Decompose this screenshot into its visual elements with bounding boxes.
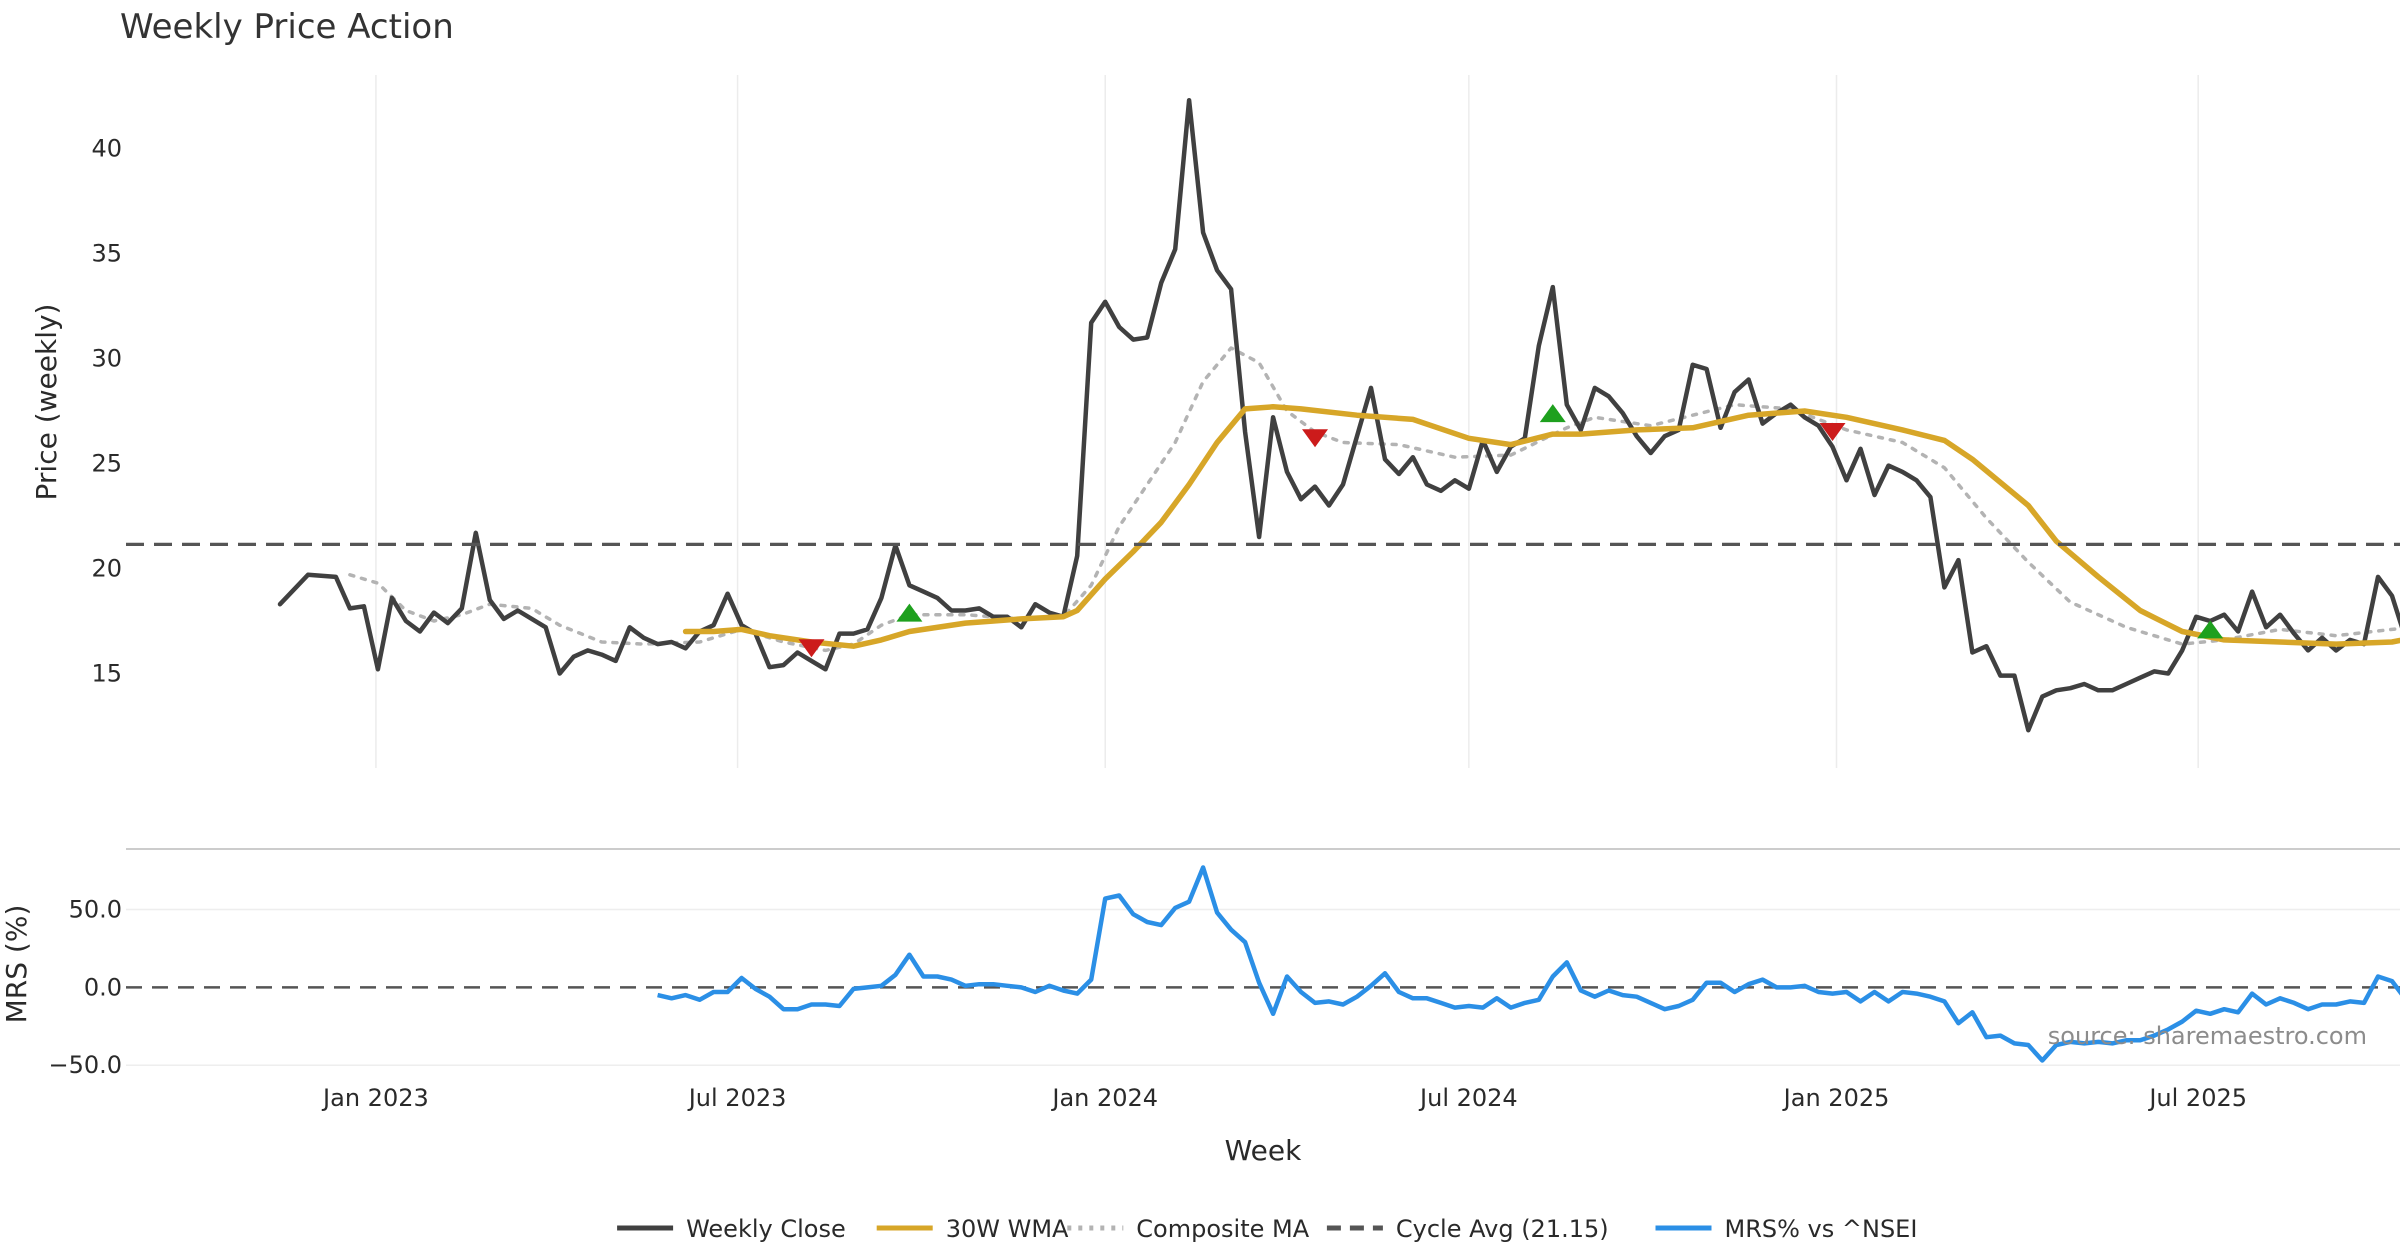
mrs-y-ticks: −50.0 0.0 50.0 (48, 896, 122, 1080)
weekly-close-line (277, 97, 2400, 733)
legend-item: MRS% vs ^NSEI (1655, 1215, 1918, 1243)
legend-label: Cycle Avg (21.15) (1396, 1215, 1609, 1243)
source-note: source: sharemaestro.com (2048, 1022, 2367, 1050)
buy-signal-marker (2197, 620, 2224, 639)
price-y-tick-label: 35 (91, 240, 122, 268)
x-tick-label: Jan 2025 (1782, 1084, 1890, 1112)
x-tick-label: Jul 2024 (1418, 1084, 1518, 1112)
price-grid (375, 75, 2199, 768)
composite-ma-line (348, 346, 2400, 653)
x-tick-label: Jan 2024 (1050, 1084, 1158, 1112)
mrs-series (657, 865, 2400, 1063)
legend-item: 30W WMA (876, 1215, 1069, 1243)
x-tick-label: Jul 2023 (687, 1084, 787, 1112)
mrs-y-axis-label: MRS (%) (0, 905, 33, 1024)
mrs-y-tick-label: 50.0 (69, 896, 122, 924)
x-tick-label: Jul 2025 (2147, 1084, 2247, 1112)
legend-item: Composite MA (1067, 1215, 1310, 1243)
price-y-tick-label: 25 (91, 450, 122, 478)
legend-item: Cycle Avg (21.15) (1326, 1215, 1609, 1243)
sell-signal-marker (1302, 429, 1329, 448)
price-y-tick-label: 30 (91, 345, 122, 373)
price-y-tick-label: 20 (91, 555, 122, 583)
legend-item: Weekly Close (617, 1215, 846, 1243)
price-y-ticks: 15 20 25 30 35 40 (91, 135, 122, 688)
signal-markers (798, 404, 2224, 658)
price-y-tick-label: 40 (91, 135, 122, 163)
buy-signal-marker (896, 603, 923, 622)
sell-signal-marker (1819, 423, 1846, 441)
legend-label: 30W WMA (946, 1215, 1069, 1243)
legend-label: Composite MA (1136, 1215, 1309, 1243)
chart-title: Weekly Price Action (120, 7, 454, 47)
x-axis-ticks: Jan 2023 Jul 2023 Jan 2024 Jul 2024 Jan 2025… (321, 1084, 2247, 1112)
price-y-tick-label: 15 (91, 660, 122, 688)
sell-signal-marker (798, 639, 825, 658)
buy-signal-marker (1539, 404, 1566, 423)
30w-wma-line (682, 404, 2400, 649)
price-y-axis-label: Price (weekly) (30, 304, 63, 501)
x-tick-label: Jan 2023 (321, 1084, 429, 1112)
mrs-y-tick-label: 0.0 (84, 973, 122, 1001)
mrs-panel: −50.0 0.0 50.0 (48, 865, 2400, 1080)
mrs-grid (126, 908, 2400, 1066)
price-series (126, 97, 2400, 733)
legend-label: Weekly Close (686, 1215, 846, 1243)
chart-legend: Weekly Close 30W WMA Composite MA Cycle Avg… (617, 1215, 1917, 1243)
price-panel: 15 20 25 30 35 40 (91, 75, 2400, 768)
mrs-y-tick-label: −50.0 (48, 1051, 122, 1079)
mrs-vs-nsei-line (657, 865, 2400, 1063)
legend-label: MRS% vs ^NSEI (1725, 1215, 1918, 1243)
x-axis-label: Week (1225, 1134, 1302, 1167)
